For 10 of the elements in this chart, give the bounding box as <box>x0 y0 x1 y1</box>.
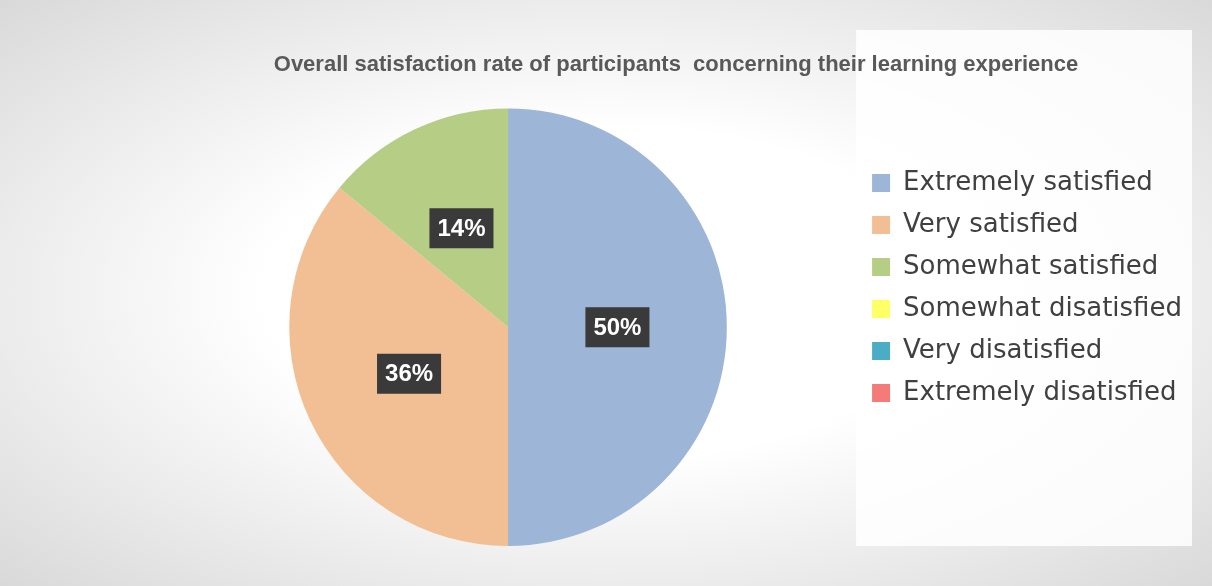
legend-label: Extremely disatisfied <box>903 375 1177 406</box>
legend-label: Somewhat satisfied <box>903 249 1159 280</box>
text: Overall satisfaction rate of participants concerning their learning experience <box>273 51 1079 77</box>
legend-label: Very disatisfied <box>903 333 1103 364</box>
data-label: 14% <box>437 213 486 241</box>
legend-label: Somewhat disatisfied <box>903 291 1183 322</box>
legend-label: Extremely satisfied <box>903 165 1153 196</box>
data-label: 36% <box>385 359 434 387</box>
data-label: 50% <box>593 312 642 340</box>
legend-label: Very satisfied <box>903 207 1079 238</box>
